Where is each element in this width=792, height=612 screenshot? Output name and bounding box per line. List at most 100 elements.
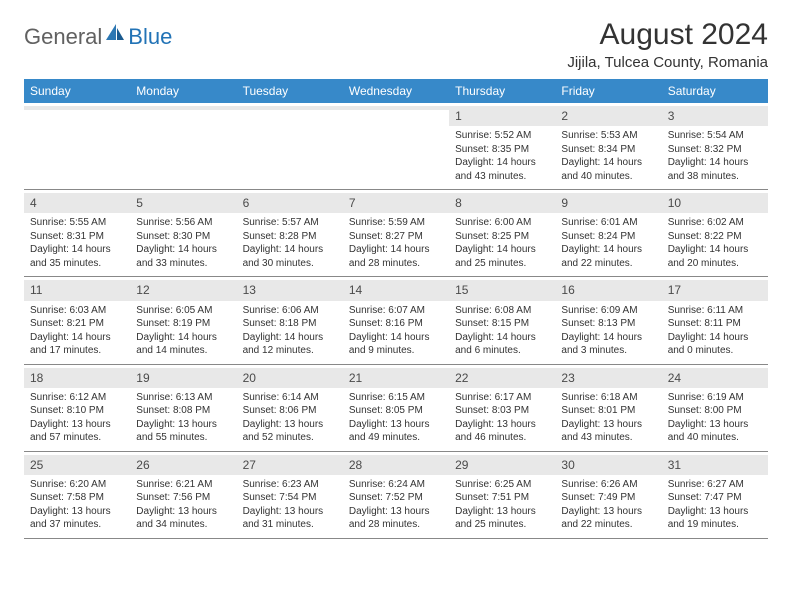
sunrise-text: Sunrise: 6:02 AM — [668, 216, 762, 230]
day-cell: 14Sunrise: 6:07 AMSunset: 8:16 PMDayligh… — [343, 277, 449, 363]
logo-text-blue: Blue — [128, 24, 172, 50]
day-cell: 23Sunrise: 6:18 AMSunset: 8:01 PMDayligh… — [555, 365, 661, 451]
sunset-text: Sunset: 8:10 PM — [30, 404, 124, 418]
sunset-text: Sunset: 8:05 PM — [349, 404, 443, 418]
sunset-text: Sunset: 8:25 PM — [455, 230, 549, 244]
daylight-text: Daylight: 13 hours and 31 minutes. — [243, 505, 337, 532]
day-number-band: 17 — [662, 280, 768, 300]
sunrise-text: Sunrise: 6:15 AM — [349, 391, 443, 405]
sunset-text: Sunset: 8:35 PM — [455, 143, 549, 157]
logo-sail-icon — [104, 22, 126, 42]
sunrise-text: Sunrise: 6:07 AM — [349, 304, 443, 318]
daylight-text: Daylight: 14 hours and 17 minutes. — [30, 331, 124, 358]
day-number-band: 28 — [343, 455, 449, 475]
day-number-band: 21 — [343, 368, 449, 388]
sunrise-text: Sunrise: 6:17 AM — [455, 391, 549, 405]
day-number: 10 — [668, 195, 762, 211]
day-number: 20 — [243, 370, 337, 386]
week-row: 11Sunrise: 6:03 AMSunset: 8:21 PMDayligh… — [24, 277, 768, 364]
sunset-text: Sunset: 7:52 PM — [349, 491, 443, 505]
day-number: 24 — [668, 370, 762, 386]
day-number: 11 — [30, 282, 124, 298]
day-number-band: 19 — [130, 368, 236, 388]
day-number-band: 14 — [343, 280, 449, 300]
sunset-text: Sunset: 8:08 PM — [136, 404, 230, 418]
day-number: 26 — [136, 457, 230, 473]
sunset-text: Sunset: 7:58 PM — [30, 491, 124, 505]
day-cell: 27Sunrise: 6:23 AMSunset: 7:54 PMDayligh… — [237, 452, 343, 538]
day-header-row: SundayMondayTuesdayWednesdayThursdayFrid… — [24, 79, 768, 103]
day-number-band: 12 — [130, 280, 236, 300]
sunset-text: Sunset: 8:00 PM — [668, 404, 762, 418]
sunrise-text: Sunrise: 6:12 AM — [30, 391, 124, 405]
week-row: 4Sunrise: 5:55 AMSunset: 8:31 PMDaylight… — [24, 190, 768, 277]
daylight-text: Daylight: 14 hours and 22 minutes. — [561, 243, 655, 270]
day-number-band: 11 — [24, 280, 130, 300]
day-number-band: 13 — [237, 280, 343, 300]
day-header: Wednesday — [343, 79, 449, 103]
day-number-band: 16 — [555, 280, 661, 300]
day-cell: 7Sunrise: 5:59 AMSunset: 8:27 PMDaylight… — [343, 190, 449, 276]
day-cell: 17Sunrise: 6:11 AMSunset: 8:11 PMDayligh… — [662, 277, 768, 363]
day-cell: 24Sunrise: 6:19 AMSunset: 8:00 PMDayligh… — [662, 365, 768, 451]
day-number: 4 — [30, 195, 124, 211]
day-cell — [24, 103, 130, 189]
weeks-container: 1Sunrise: 5:52 AMSunset: 8:35 PMDaylight… — [24, 103, 768, 539]
day-number: 13 — [243, 282, 337, 298]
day-cell — [237, 103, 343, 189]
week-row: 25Sunrise: 6:20 AMSunset: 7:58 PMDayligh… — [24, 452, 768, 539]
sunrise-text: Sunrise: 6:06 AM — [243, 304, 337, 318]
day-number-band — [343, 106, 449, 110]
sunrise-text: Sunrise: 5:55 AM — [30, 216, 124, 230]
daylight-text: Daylight: 14 hours and 14 minutes. — [136, 331, 230, 358]
day-cell: 5Sunrise: 5:56 AMSunset: 8:30 PMDaylight… — [130, 190, 236, 276]
sunset-text: Sunset: 7:49 PM — [561, 491, 655, 505]
day-number-band: 8 — [449, 193, 555, 213]
day-cell: 15Sunrise: 6:08 AMSunset: 8:15 PMDayligh… — [449, 277, 555, 363]
daylight-text: Daylight: 13 hours and 52 minutes. — [243, 418, 337, 445]
day-number-band — [24, 106, 130, 110]
sunrise-text: Sunrise: 5:59 AM — [349, 216, 443, 230]
day-cell: 21Sunrise: 6:15 AMSunset: 8:05 PMDayligh… — [343, 365, 449, 451]
day-number: 18 — [30, 370, 124, 386]
daylight-text: Daylight: 14 hours and 20 minutes. — [668, 243, 762, 270]
daylight-text: Daylight: 13 hours and 40 minutes. — [668, 418, 762, 445]
day-number-band: 29 — [449, 455, 555, 475]
day-number: 2 — [561, 108, 655, 124]
daylight-text: Daylight: 14 hours and 0 minutes. — [668, 331, 762, 358]
day-cell: 16Sunrise: 6:09 AMSunset: 8:13 PMDayligh… — [555, 277, 661, 363]
sunset-text: Sunset: 8:15 PM — [455, 317, 549, 331]
day-number: 17 — [668, 282, 762, 298]
day-number: 5 — [136, 195, 230, 211]
day-number-band — [130, 106, 236, 110]
sunrise-text: Sunrise: 6:01 AM — [561, 216, 655, 230]
sunset-text: Sunset: 7:47 PM — [668, 491, 762, 505]
day-number-band: 20 — [237, 368, 343, 388]
day-number: 23 — [561, 370, 655, 386]
sunset-text: Sunset: 8:32 PM — [668, 143, 762, 157]
sunset-text: Sunset: 8:24 PM — [561, 230, 655, 244]
daylight-text: Daylight: 14 hours and 25 minutes. — [455, 243, 549, 270]
sunset-text: Sunset: 8:28 PM — [243, 230, 337, 244]
day-cell: 18Sunrise: 6:12 AMSunset: 8:10 PMDayligh… — [24, 365, 130, 451]
day-number: 3 — [668, 108, 762, 124]
day-number-band: 25 — [24, 455, 130, 475]
day-number-band: 2 — [555, 106, 661, 126]
daylight-text: Daylight: 14 hours and 28 minutes. — [349, 243, 443, 270]
sunrise-text: Sunrise: 6:18 AM — [561, 391, 655, 405]
daylight-text: Daylight: 13 hours and 22 minutes. — [561, 505, 655, 532]
day-header: Tuesday — [237, 79, 343, 103]
day-number: 31 — [668, 457, 762, 473]
day-number-band: 23 — [555, 368, 661, 388]
sunset-text: Sunset: 8:01 PM — [561, 404, 655, 418]
day-cell: 2Sunrise: 5:53 AMSunset: 8:34 PMDaylight… — [555, 103, 661, 189]
sunrise-text: Sunrise: 6:13 AM — [136, 391, 230, 405]
day-number: 12 — [136, 282, 230, 298]
sunset-text: Sunset: 8:03 PM — [455, 404, 549, 418]
day-number-band: 27 — [237, 455, 343, 475]
sunrise-text: Sunrise: 6:21 AM — [136, 478, 230, 492]
day-number-band: 1 — [449, 106, 555, 126]
sunset-text: Sunset: 8:34 PM — [561, 143, 655, 157]
day-number-band: 24 — [662, 368, 768, 388]
day-number-band: 9 — [555, 193, 661, 213]
